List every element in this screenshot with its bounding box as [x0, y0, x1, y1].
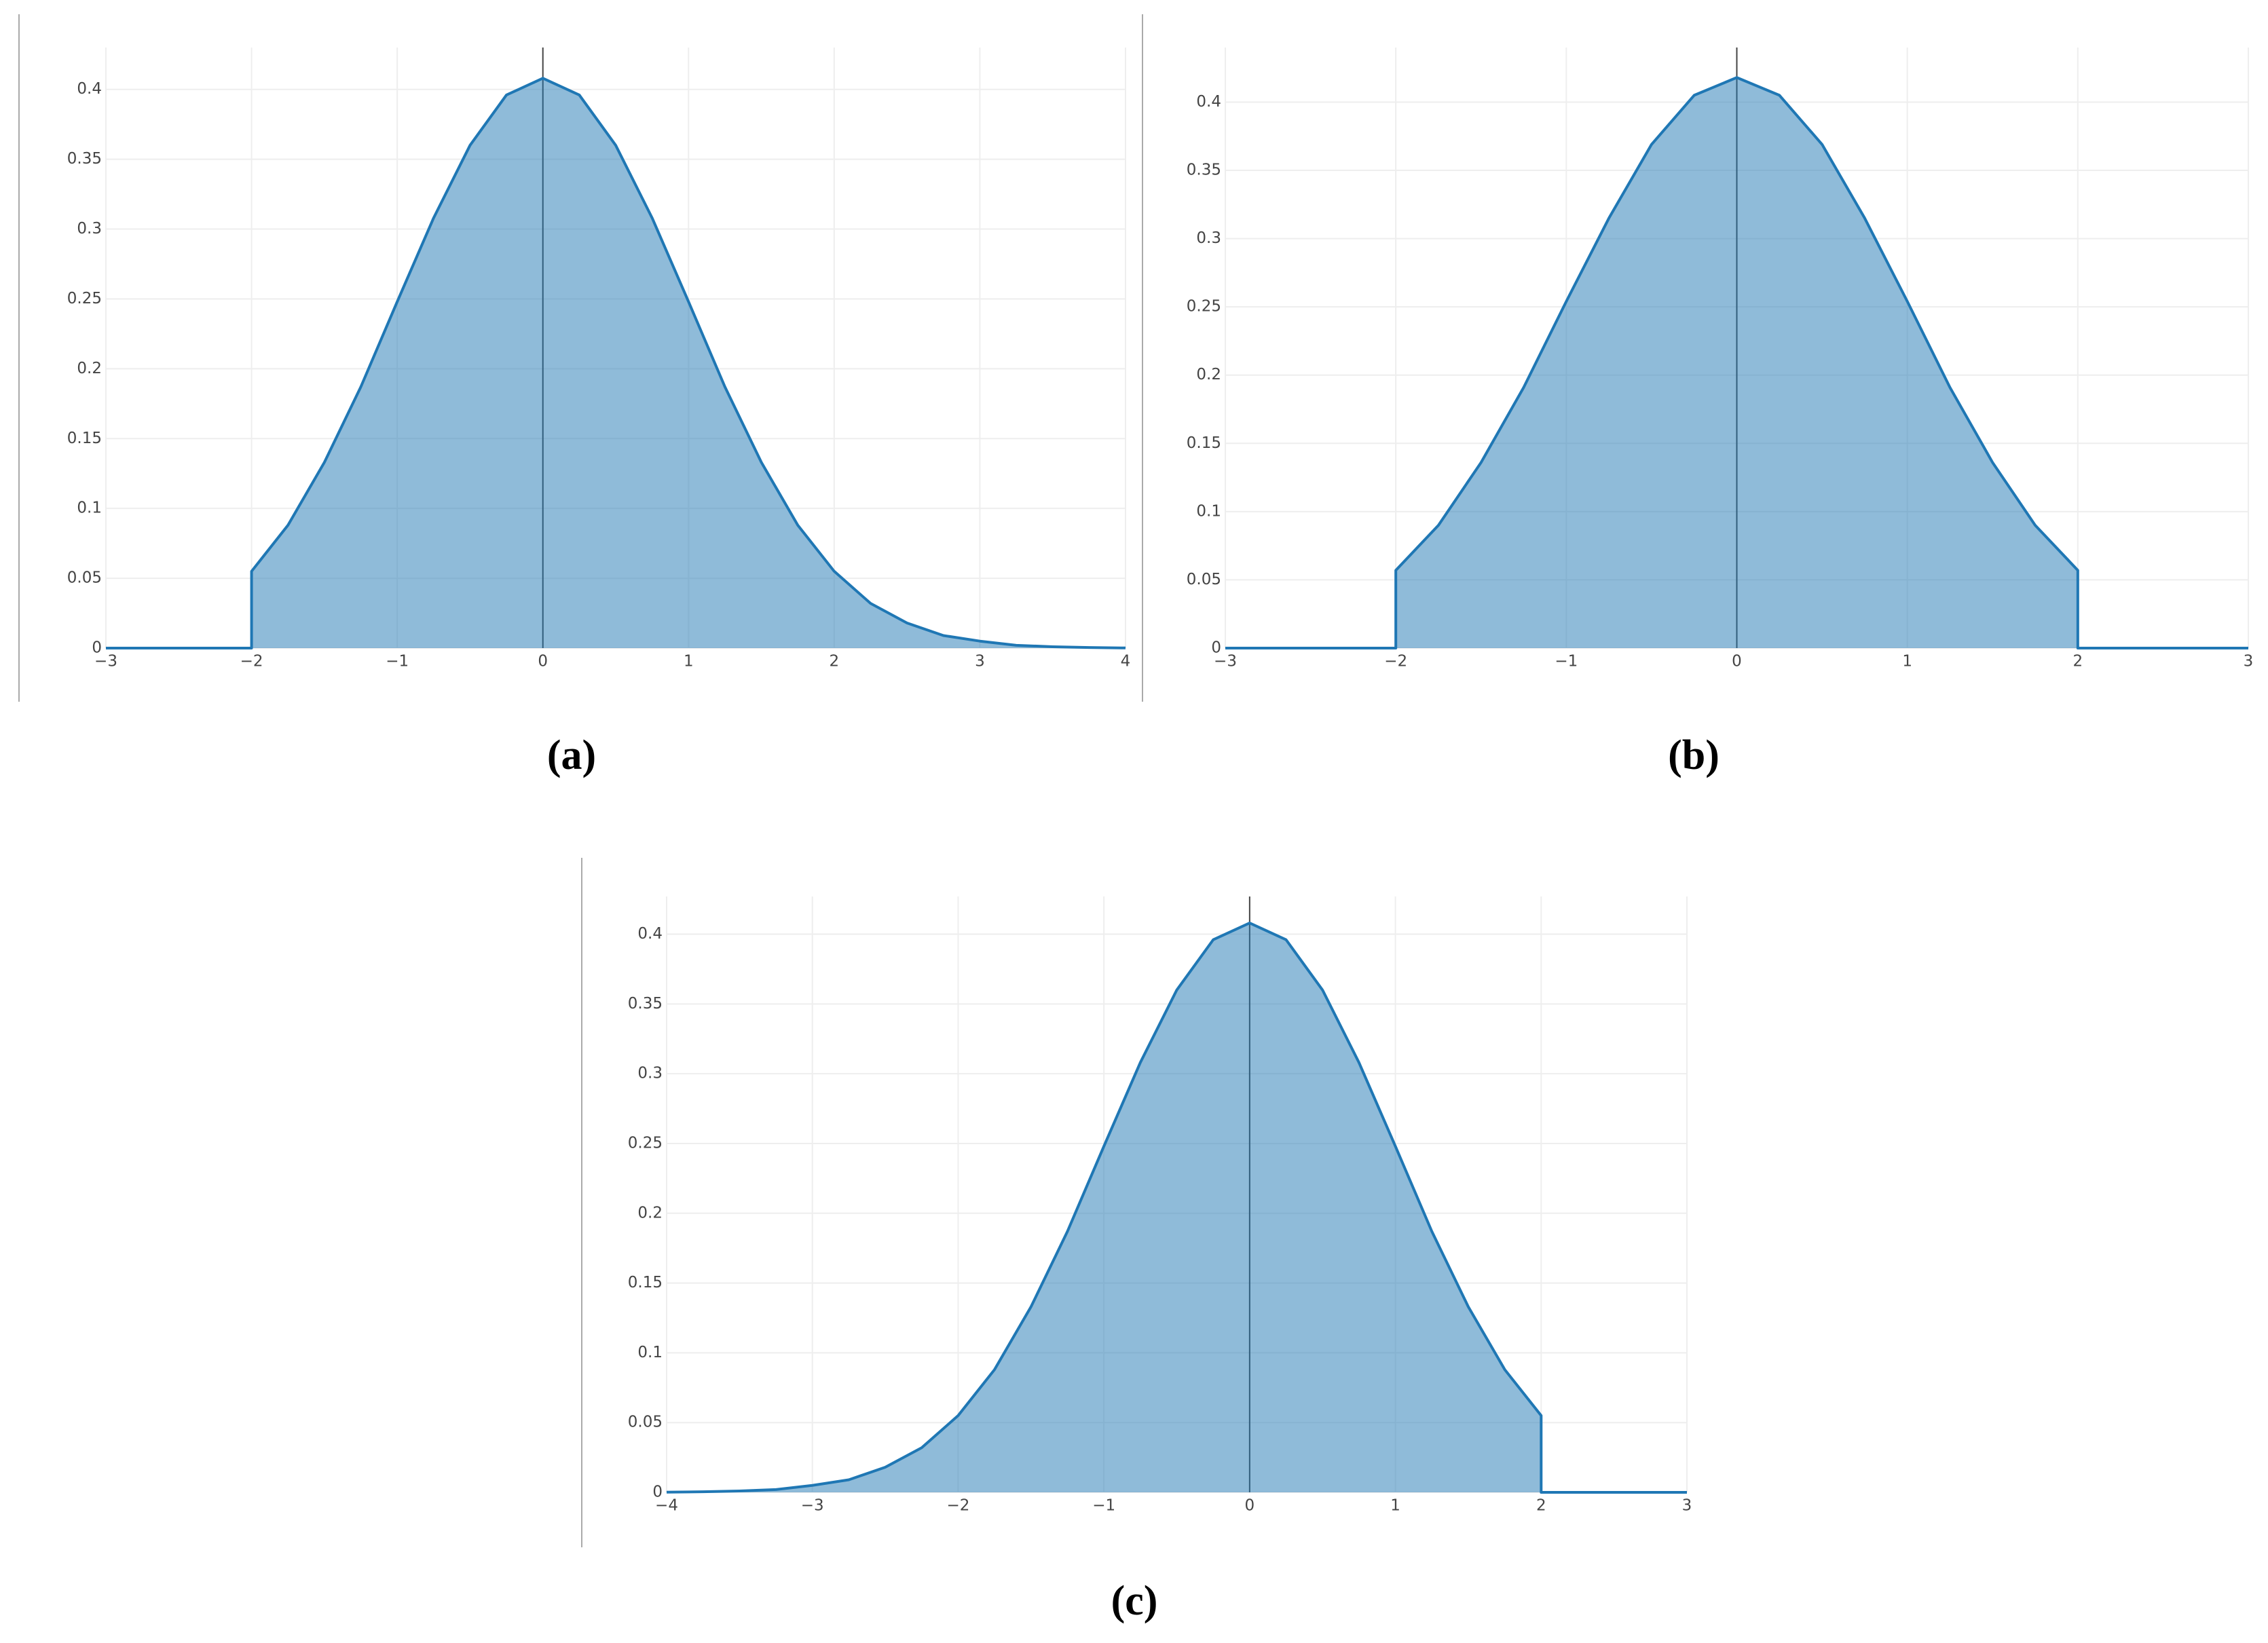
x-tick-label: 3 — [1682, 1497, 1692, 1515]
x-tick-label: 0 — [1245, 1497, 1255, 1515]
y-tick-label: 0.35 — [628, 995, 663, 1013]
area-fill — [667, 923, 1687, 1492]
area-line — [106, 77, 1126, 649]
x-tick-label: 3 — [2244, 653, 2254, 671]
x-tick-label: 4 — [1121, 653, 1131, 671]
y-tick-label: 0.3 — [77, 220, 102, 238]
y-tick-label: 0.05 — [1187, 571, 1221, 588]
x-tick-label: −3 — [94, 653, 117, 671]
x-tick-label: −1 — [1555, 653, 1578, 671]
y-tick-label: 0.2 — [637, 1204, 663, 1222]
y-tick-label: 0.35 — [1187, 162, 1221, 179]
x-tick-label: −4 — [655, 1497, 678, 1515]
x-tick-label: 1 — [684, 653, 694, 671]
x-tick-label: 1 — [1902, 653, 1912, 671]
area-line — [1225, 76, 2248, 649]
x-tick-label: −3 — [1214, 653, 1237, 671]
y-tick-label: 0.25 — [628, 1134, 663, 1152]
x-tick-label: 2 — [1536, 1497, 1546, 1515]
y-tick-label: 0.15 — [67, 430, 102, 447]
area-fill — [106, 78, 1126, 649]
caption: (a) — [547, 732, 596, 778]
x-tick-label: 1 — [1390, 1497, 1400, 1515]
y-tick-label: 0 — [652, 1484, 663, 1501]
y-tick-label: 0.3 — [637, 1065, 663, 1082]
x-tick-label: −2 — [946, 1497, 969, 1515]
y-tick-label: 0.4 — [77, 80, 102, 98]
y-tick-label: 0.05 — [628, 1414, 663, 1431]
y-tick-label: 0.15 — [628, 1274, 663, 1291]
area-line — [666, 922, 1687, 1494]
y-tick-label: 0.3 — [1196, 229, 1221, 247]
x-tick-label: −1 — [386, 653, 409, 671]
y-tick-label: 0 — [1211, 639, 1221, 657]
x-tick-label: −2 — [1384, 653, 1407, 671]
x-tick-label: 3 — [975, 653, 985, 671]
area-fill — [1225, 77, 2248, 648]
caption: (c) — [1111, 1578, 1158, 1624]
y-tick-label: 0.25 — [67, 290, 102, 307]
x-tick-label: 2 — [2073, 653, 2083, 671]
x-tick-label: 0 — [1732, 653, 1742, 671]
y-tick-label: 0.1 — [77, 499, 102, 517]
x-tick-label: −2 — [240, 653, 263, 671]
x-tick-label: −1 — [1092, 1497, 1115, 1515]
y-tick-label: 0.05 — [67, 569, 102, 587]
x-tick-label: 2 — [830, 653, 840, 671]
y-tick-label: 0.4 — [1196, 93, 1221, 111]
y-tick-label: 0.15 — [1187, 434, 1221, 452]
y-tick-label: 0.1 — [637, 1344, 663, 1361]
y-tick-label: 0.1 — [1196, 502, 1221, 520]
y-tick-label: 0.2 — [77, 360, 102, 377]
y-tick-label: 0.4 — [637, 925, 663, 943]
caption: (b) — [1668, 732, 1719, 778]
y-tick-label: 0 — [92, 639, 102, 657]
x-tick-label: −3 — [801, 1497, 824, 1515]
y-tick-label: 0.25 — [1187, 298, 1221, 316]
y-tick-label: 0.35 — [67, 150, 102, 168]
y-tick-label: 0.2 — [1196, 366, 1221, 383]
x-tick-label: 0 — [538, 653, 548, 671]
